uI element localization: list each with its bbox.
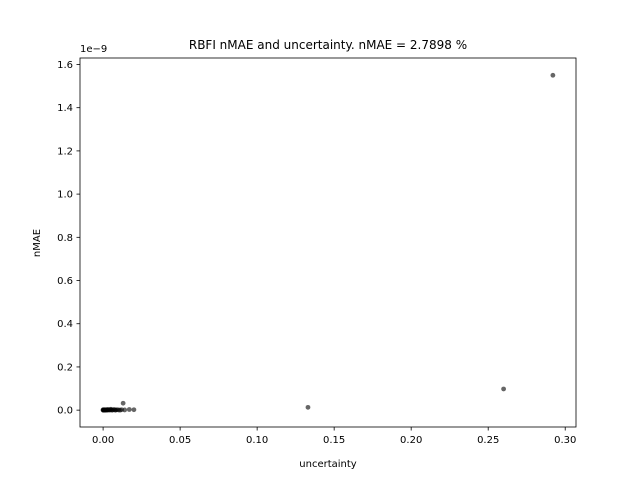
plot-frame [79,57,577,428]
data-point [113,407,118,413]
points-layer [100,72,556,413]
y-tick-label: 0.4 [57,319,73,330]
x-tick-label: 0.20 [400,435,422,446]
x-tick-label: 0.15 [323,435,345,446]
x-tick-label: 0.30 [554,435,576,446]
data-point [305,404,311,410]
y-tick-label: 1.6 [57,60,73,71]
y-axis-label: nMAE [32,229,43,257]
x-axis-label: uncertainty [299,459,357,470]
data-point [501,386,506,392]
data-point [104,407,110,413]
data-point [120,400,126,406]
data-point [550,72,556,78]
y-tick-label: 0.8 [57,233,73,244]
x-axis: 0.00 0.05 0.10 0.15 0.20 0.25 0.30 [92,427,576,446]
data-point [131,407,137,413]
x-tick-label: 0.05 [169,435,191,446]
y-offset-label: 1e−9 [80,44,107,55]
x-tick-label: 0.10 [246,435,268,446]
y-tick-label: 1.2 [57,146,73,157]
x-tick-label: 0.25 [477,435,499,446]
chart-title: RBFI nMAE and uncertainty. nMAE = 2.7898… [189,38,467,52]
x-tick-label: 0.00 [92,435,114,446]
y-axis: 0.0 0.2 0.4 0.6 0.8 1.0 1.2 1.4 1.6 [57,60,80,417]
y-tick-label: 0.0 [57,406,73,417]
data-point [117,407,123,413]
y-tick-label: 0.6 [57,276,73,287]
y-tick-label: 1.4 [57,103,73,114]
y-tick-label: 0.2 [57,362,73,373]
y-tick-label: 1.0 [57,190,73,201]
data-point [126,407,132,412]
